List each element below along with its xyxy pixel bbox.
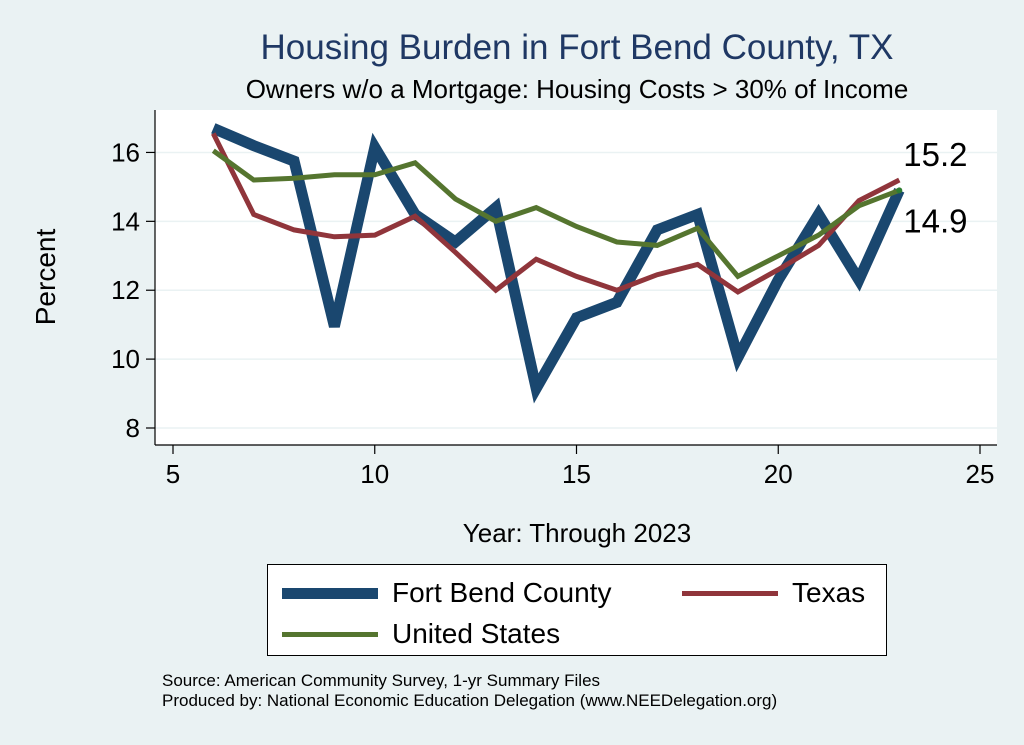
y-tick-label: 10: [111, 344, 140, 374]
legend-item-united-states: United States: [282, 616, 560, 652]
series-line-texas: [211, 132, 901, 295]
legend: Fort Bend County Texas United States: [267, 564, 887, 656]
axes: 8 10 12 14 16 5 10 15 20 25: [111, 110, 997, 489]
legend-swatch-united-states: [282, 631, 378, 637]
end-value-label: 14.9: [903, 202, 967, 239]
source-note: Source: American Community Survey, 1-yr …: [162, 671, 777, 711]
x-tick-label: 20: [764, 459, 793, 489]
x-tick-label: 10: [360, 459, 389, 489]
y-tick-label: 12: [111, 275, 140, 305]
annotation-layer: 15.2 14.9: [903, 136, 967, 239]
series-layer: [211, 123, 905, 404]
legend-item-texas: Texas: [682, 575, 865, 611]
y-tick-label: 8: [126, 413, 140, 443]
legend-label-fort-bend-county: Fort Bend County: [392, 577, 612, 608]
y-axis-label: Percent: [30, 229, 61, 326]
series-line-united-states: [211, 148, 901, 280]
gridlines: [155, 151, 997, 429]
chart-subtitle: Owners w/o a Mortgage: Housing Costs > 3…: [246, 74, 909, 104]
y-tick-label: 14: [111, 206, 140, 236]
y-tick-label: 16: [111, 137, 140, 167]
legend-item-fort-bend-county: Fort Bend County: [282, 575, 611, 611]
source-line: Source: American Community Survey, 1-yr …: [162, 671, 601, 690]
legend-label-texas: Texas: [792, 577, 866, 608]
series-line-fort-bend-county: [211, 123, 905, 404]
chart-title: Housing Burden in Fort Bend County, TX: [261, 28, 894, 67]
legend-label-united-states: United States: [392, 618, 561, 649]
legend-swatch-fort-bend-county: [282, 587, 378, 599]
x-tick-label: 5: [166, 459, 180, 489]
x-axis-label: Year: Through 2023: [463, 518, 691, 548]
x-tick-label: 25: [966, 459, 995, 489]
legend-swatch-texas: [682, 590, 778, 596]
end-value-label: 15.2: [903, 136, 967, 173]
end-point-marker: [896, 187, 903, 194]
producer-line: Produced by: National Economic Education…: [162, 691, 778, 710]
x-tick-label: 15: [562, 459, 591, 489]
